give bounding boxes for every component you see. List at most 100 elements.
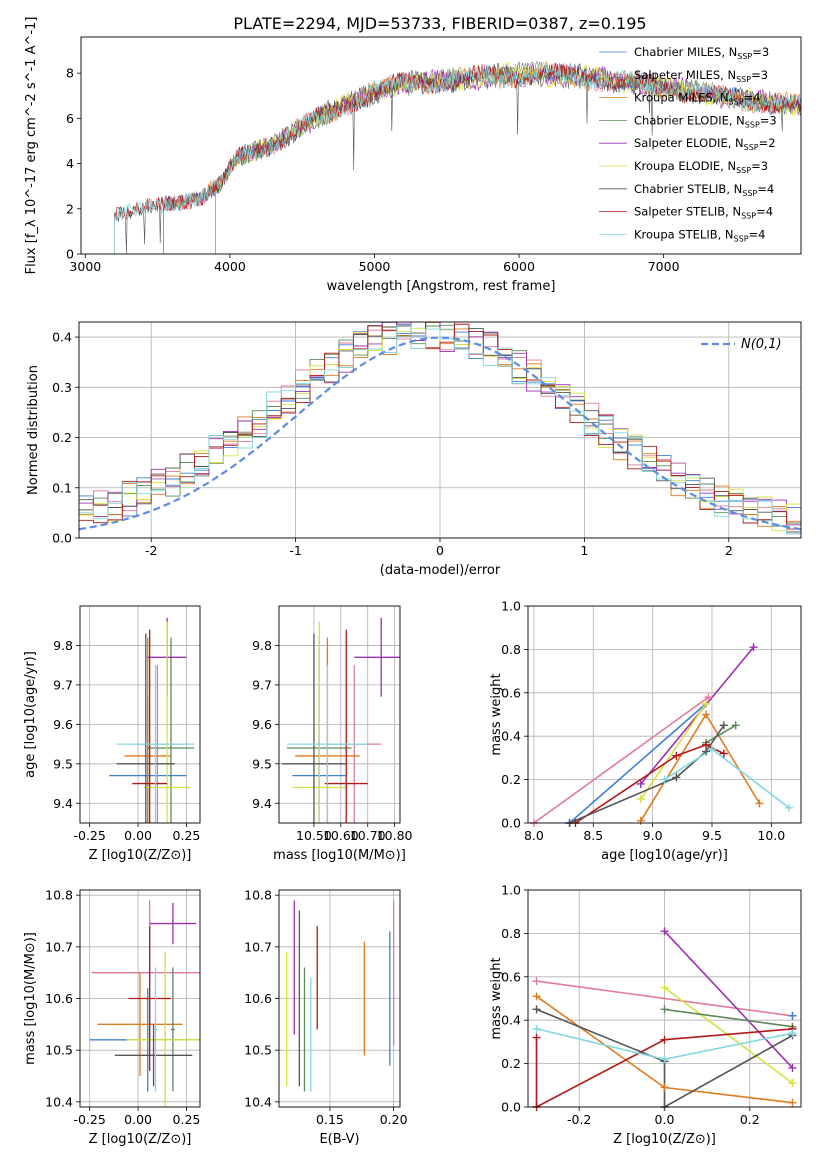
axes-frame bbox=[80, 36, 802, 255]
axes-residuals: -2 -1 0 1 2 0.0 0.1 0.2 0.3 0.4 (data-model)/error… bbox=[26, 321, 802, 578]
plus-marker bbox=[719, 721, 728, 730]
x-tick-label: 5000 bbox=[359, 259, 391, 274]
legend-spectrum: Chabrier MILES, NSSP=3 Salpeter MILES, NS… bbox=[599, 45, 777, 243]
x-axis-label: (data-model)/error bbox=[380, 563, 501, 578]
y-tick-label: 0.2 bbox=[501, 772, 521, 787]
y-tick-label: 9.6 bbox=[53, 717, 73, 732]
y-tick-label: 9.5 bbox=[53, 756, 73, 771]
y-tick-label: 9.8 bbox=[252, 638, 272, 653]
x-tick-label: 0.00 bbox=[124, 828, 152, 843]
weight-line bbox=[664, 986, 793, 1084]
normal-curve bbox=[79, 336, 801, 531]
plus-marker bbox=[636, 795, 645, 804]
y-tick-label: 0.6 bbox=[501, 969, 521, 984]
x-tick-label: -0.2 bbox=[567, 1112, 591, 1127]
y-tick-label: 10.5 bbox=[45, 1043, 73, 1058]
axes-frame bbox=[79, 605, 201, 824]
weight-line bbox=[535, 1028, 793, 1107]
plus-marker bbox=[660, 1083, 669, 1092]
histogram-step bbox=[79, 324, 801, 535]
weight-line bbox=[640, 703, 707, 800]
axes-frame bbox=[278, 605, 401, 824]
x-tick-label: 10.70 bbox=[350, 828, 386, 843]
plus-marker bbox=[788, 1098, 797, 1107]
y-axis-label: mass [log10(M/M⊙)] bbox=[23, 932, 38, 1065]
y-tick-label: 0 bbox=[66, 247, 74, 262]
plus-marker bbox=[532, 1024, 541, 1033]
x-tick-label: -2 bbox=[145, 543, 157, 558]
y-tick-label: 9.7 bbox=[53, 677, 73, 692]
x-tick-label: 0.15 bbox=[316, 1112, 344, 1127]
weight-line bbox=[664, 748, 790, 809]
legend-label: Kroupa ELODIE, NSSP=3 bbox=[634, 159, 768, 175]
legend-label: N(0,1) bbox=[741, 337, 782, 352]
plus-marker bbox=[660, 1035, 669, 1044]
legend-label: Kroupa MILES, NSSP=4 bbox=[634, 91, 760, 107]
x-tick-label: 8.0 bbox=[524, 828, 544, 843]
plus-marker bbox=[785, 803, 794, 812]
x-tick-label: -1 bbox=[289, 543, 301, 558]
x-tick-label: 0 bbox=[436, 543, 444, 558]
plus-marker bbox=[702, 710, 711, 719]
plus-marker bbox=[702, 747, 711, 756]
axes-mass-vs-ebv: 0.15 0.20 10.4 10.5 10.6 10.7 10.8 E(B-V) bbox=[244, 888, 407, 1147]
y-axis-label: mass weight bbox=[489, 673, 504, 755]
histogram-step bbox=[79, 322, 801, 533]
plus-marker bbox=[660, 775, 669, 784]
y-tick-label: 10.7 bbox=[244, 939, 272, 954]
y-tick-label: 9.6 bbox=[252, 717, 272, 732]
plus-marker bbox=[749, 643, 758, 652]
y-tick-label: 0.4 bbox=[501, 729, 521, 744]
plus-marker bbox=[660, 1005, 669, 1014]
x-tick-label: 3000 bbox=[69, 259, 101, 274]
y-tick-label: 9.8 bbox=[53, 638, 73, 653]
plus-marker bbox=[672, 773, 681, 782]
x-tick-label: 10.50 bbox=[296, 828, 332, 843]
x-axis-label: age [log10(age/yr)] bbox=[601, 848, 728, 863]
x-axis-label: Z [log10(Z/Z⊙)] bbox=[613, 1132, 716, 1147]
axes-mass-weight-vs-Z: -0.2 0.0 0.2 0.0 0.2 0.4 0.6 0.8 1.0 Z [log10(Z/Z… bbox=[489, 883, 802, 1147]
axes-spectrum: 3000 4000 5000 6000 7000 0 2 4 6 8 wavelength [Ang… bbox=[24, 17, 802, 294]
y-axis-label: age [log10(age/yr)] bbox=[23, 651, 38, 778]
y-tick-label: 0.3 bbox=[52, 380, 72, 395]
x-tick-label: 4000 bbox=[214, 259, 246, 274]
x-tick-label: 0.25 bbox=[173, 828, 201, 843]
y-tick-label: 0.1 bbox=[52, 480, 72, 495]
axes-frame bbox=[527, 889, 802, 1108]
plot-area-mass-vs-Z bbox=[80, 890, 200, 1107]
y-tick-label: 2 bbox=[66, 201, 74, 216]
x-tick-label: 10.80 bbox=[377, 828, 413, 843]
weight-line bbox=[568, 702, 707, 823]
y-tick-label: 0.2 bbox=[52, 430, 72, 445]
x-tick-label: 9.0 bbox=[643, 828, 663, 843]
plus-marker bbox=[636, 816, 645, 825]
y-tick-label: 0.0 bbox=[501, 816, 521, 831]
y-tick-label: 10.4 bbox=[244, 1094, 272, 1109]
spectrum-line bbox=[114, 63, 801, 254]
legend-residuals: N(0,1) bbox=[701, 337, 782, 352]
y-tick-label: 6 bbox=[66, 111, 74, 126]
axes-mass-weight-vs-age: 8.0 8.5 9.0 9.5 10.0 0.0 0.2 0.4 0.6 0.8 1.0 age [l… bbox=[489, 599, 802, 863]
y-tick-label: 0.0 bbox=[52, 531, 72, 546]
y-axis-label: mass weight bbox=[489, 957, 504, 1039]
weight-line bbox=[569, 724, 725, 823]
plus-marker bbox=[788, 1063, 797, 1072]
x-tick-label: 1 bbox=[580, 543, 588, 558]
legend-label: Salpeter STELIB, NSSP=4 bbox=[634, 205, 773, 221]
x-tick-label: 7000 bbox=[648, 259, 680, 274]
plot-area-age-vs-mass bbox=[279, 606, 400, 823]
plus-marker bbox=[532, 1033, 541, 1042]
x-tick-label: -0.25 bbox=[74, 1112, 106, 1127]
weight-line bbox=[705, 724, 737, 744]
plot-area-age-vs-Z bbox=[80, 606, 200, 823]
axes-frame bbox=[79, 889, 201, 1108]
x-tick-label: 10.0 bbox=[757, 828, 785, 843]
x-tick-label: 8.5 bbox=[583, 828, 603, 843]
x-axis-label: Z [log10(Z/Z⊙)] bbox=[89, 848, 192, 863]
x-tick-label: 6000 bbox=[503, 259, 535, 274]
legend-label: Chabrier STELIB, NSSP=4 bbox=[634, 182, 774, 198]
y-tick-label: 1.0 bbox=[501, 599, 521, 614]
weight-line bbox=[536, 980, 793, 1017]
